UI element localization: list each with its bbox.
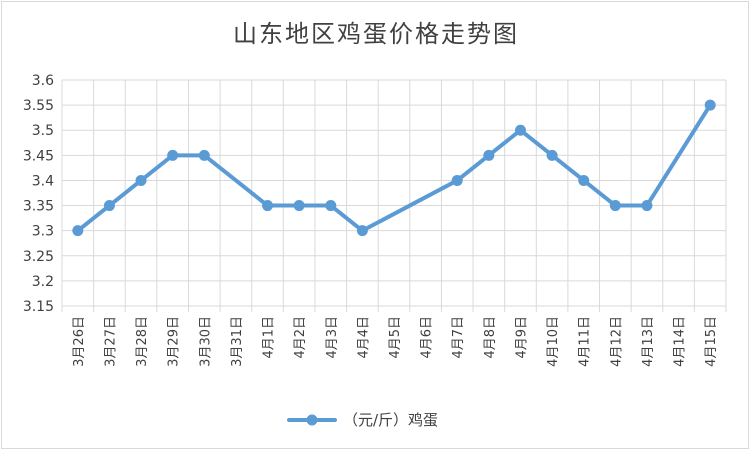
y-tick-label: 3.55 <box>23 98 54 114</box>
y-axis-ticks: 3.15 3.2 3.25 3.3 3.35 3.4 3.45 3.5 3.55 3.6 <box>23 73 54 315</box>
x-tick-label: 3月31日 <box>230 316 245 367</box>
data-point <box>451 174 463 186</box>
x-tick-label: 3月26日 <box>72 316 87 367</box>
y-tick-label: 3.25 <box>23 249 54 265</box>
x-tick-label: 3月27日 <box>103 316 118 367</box>
legend: （元/斤）鸡蛋 <box>287 411 438 429</box>
y-tick-label: 3.3 <box>32 224 54 240</box>
x-tick-label: 4月4日 <box>356 316 371 359</box>
x-tick-label: 4月5日 <box>388 316 403 359</box>
x-tick-label: 4月2日 <box>293 316 308 359</box>
data-point <box>609 200 621 212</box>
x-tick-label: 4月14日 <box>673 316 688 367</box>
y-tick-label: 3.45 <box>23 148 54 164</box>
data-point <box>198 149 210 161</box>
y-tick-label: 3.4 <box>32 173 54 189</box>
x-tick-label: 3月29日 <box>167 316 182 367</box>
data-point <box>167 149 179 161</box>
x-tick-label: 4月9日 <box>514 316 529 359</box>
x-tick-label: 4月10日 <box>546 316 561 367</box>
x-axis-ticks: 3月26日 3月27日 3月28日 3月29日 3月30日 3月31日 4月1日 4月2日 4月… <box>72 316 719 367</box>
data-point <box>103 200 115 212</box>
x-tick-label: 4月6日 <box>420 316 435 359</box>
x-tick-label: 4月1日 <box>262 316 277 359</box>
data-point <box>356 225 368 237</box>
data-point <box>72 225 84 237</box>
data-point <box>546 149 558 161</box>
data-point <box>641 200 653 212</box>
x-tick-label: 4月15日 <box>704 316 719 367</box>
series-layer <box>72 99 716 237</box>
data-point <box>325 200 337 212</box>
gridlines <box>61 79 727 312</box>
y-tick-label: 3.2 <box>32 274 54 290</box>
data-point <box>483 149 495 161</box>
chart-title: 山东地区鸡蛋价格走势图 <box>233 20 519 48</box>
x-tick-label: 3月28日 <box>135 316 150 367</box>
y-tick-label: 3.35 <box>23 199 54 215</box>
y-tick-label: 3.6 <box>32 73 54 89</box>
x-tick-label: 4月3日 <box>325 316 340 359</box>
x-tick-label: 4月8日 <box>483 316 498 359</box>
data-point <box>262 200 274 212</box>
series-line <box>75 103 713 233</box>
legend-marker <box>306 414 318 426</box>
y-tick-label: 3.5 <box>32 123 54 139</box>
x-tick-label: 4月7日 <box>451 316 466 359</box>
x-tick-label: 4月11日 <box>578 316 593 367</box>
x-tick-label: 4月12日 <box>609 316 624 367</box>
data-point <box>704 99 716 111</box>
x-tick-label: 3月30日 <box>198 316 213 367</box>
data-point <box>293 200 305 212</box>
legend-label: （元/斤）鸡蛋 <box>343 411 438 429</box>
data-point <box>135 174 147 186</box>
data-point <box>578 174 590 186</box>
x-tick-label: 4月13日 <box>641 316 656 367</box>
y-tick-label: 3.15 <box>23 299 54 315</box>
data-point <box>514 124 526 136</box>
